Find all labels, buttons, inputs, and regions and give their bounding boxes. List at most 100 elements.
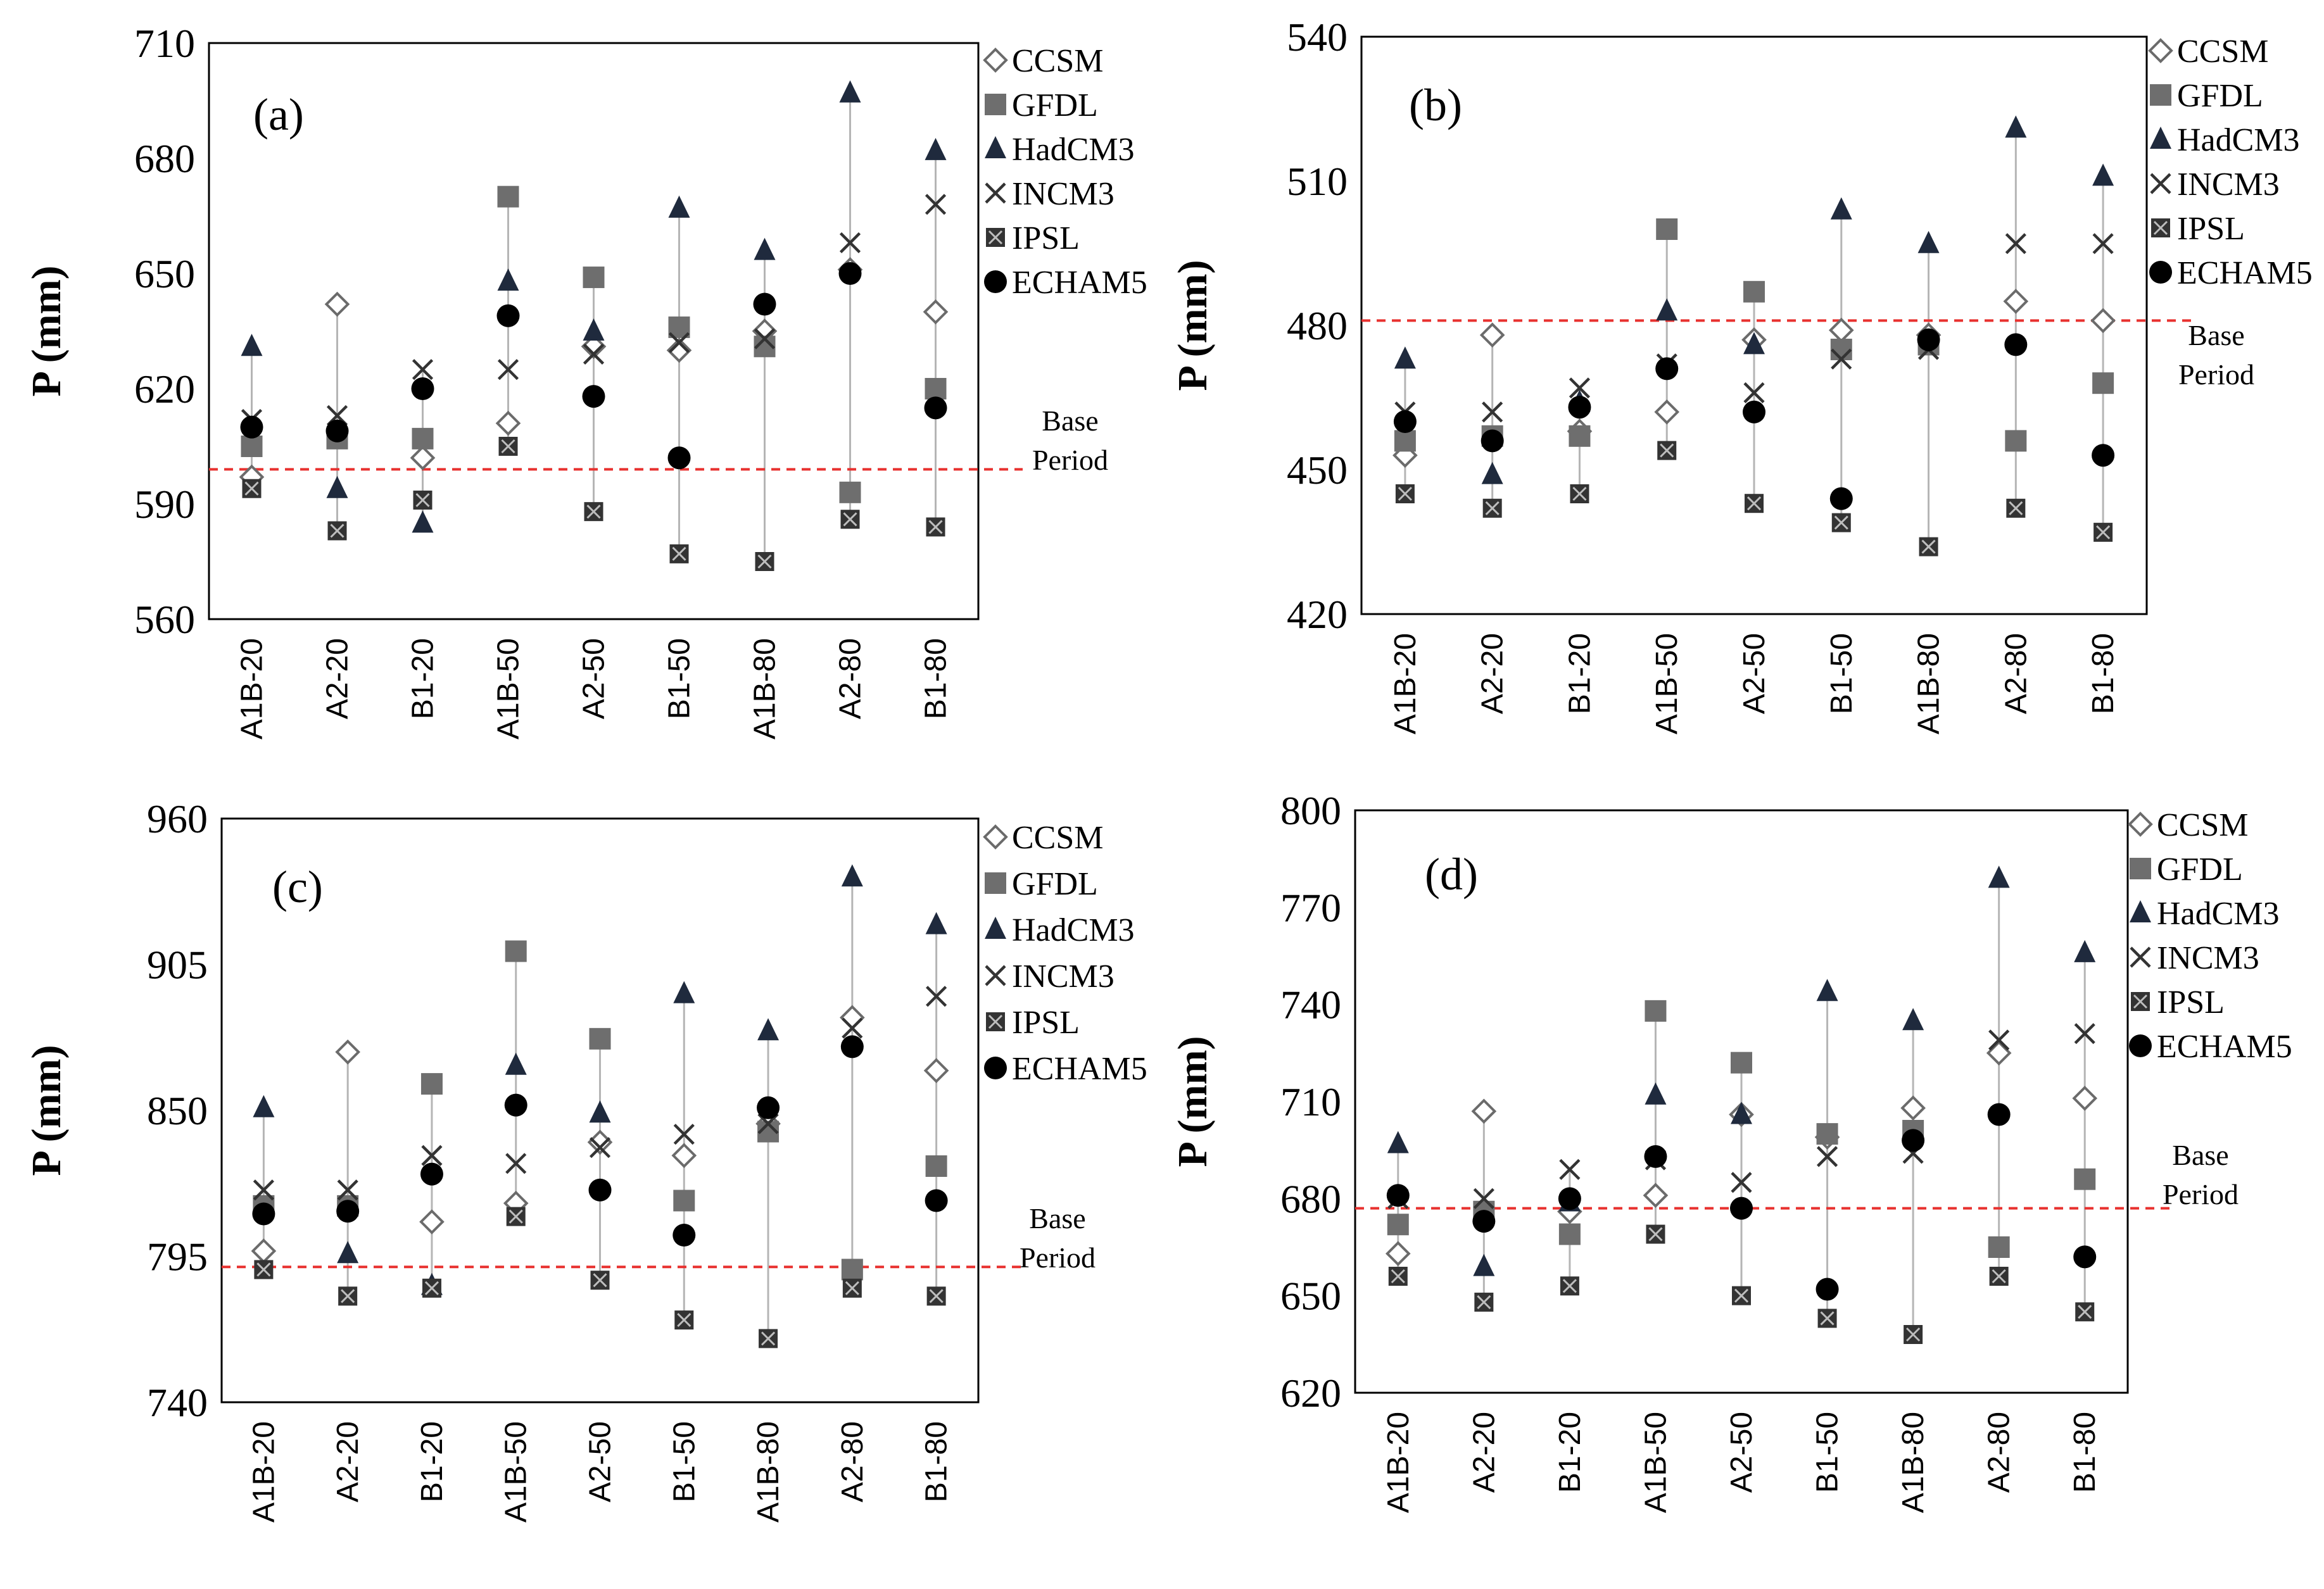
legend-label: HadCM3 [1012,912,1135,948]
x-tick-label: A1B-20 [1389,633,1422,734]
series-echam5 [1393,328,2115,510]
point-hadcm3 [841,864,863,887]
ipsl-cross [2078,1305,2092,1319]
ipsl-cross [672,546,686,561]
legend-label: GFDL [2157,851,2243,888]
x-tick-label: A2-50 [1738,633,1771,714]
legend-label: HadCM3 [1012,132,1135,168]
point-hadcm3 [839,80,861,103]
ipsl-cross [256,1262,271,1277]
point-echam5 [2092,444,2115,467]
point-hadcm3 [754,237,776,260]
point-ipsl [338,1286,358,1306]
legend-label: IPSL [1012,1005,1080,1041]
point-hadcm3 [583,318,605,341]
point-ccsm [1643,1183,1669,1209]
series-gfdl [1387,1000,2096,1258]
point-ipsl [926,1286,946,1306]
point-hadcm3 [1830,197,1852,220]
point-hadcm3 [337,1241,359,1264]
legend-label: GFDL [2177,78,2263,114]
x-tick-label: A1B-20 [1382,1412,1415,1513]
point-ipsl [590,1271,610,1290]
point-gfdl [1558,1223,1581,1245]
x-tick-label: A2-20 [321,638,355,719]
ipsl-cross [1648,1227,1663,1241]
plot-area [208,42,980,620]
point-ipsl [1388,1267,1408,1286]
point-incm3 [1482,401,1503,423]
x-tick-label: B1-20 [1553,1412,1587,1493]
y-tick-label: 680 [134,136,195,181]
point-echam5 [838,262,862,285]
x-tick-label: B1-20 [415,1421,449,1502]
point-gfdl [1645,1000,1667,1022]
point-ccsm [410,445,436,471]
legend-label: CCSM [1012,820,1104,856]
ipsl-cross [988,230,1003,245]
y-tick-label: 850 [147,1088,208,1133]
point-ipsl [1646,1224,1665,1244]
legend-label: ECHAM5 [1012,265,1147,301]
point-ipsl [584,502,603,522]
x-tick-label: A2-20 [331,1421,365,1502]
point-ccsm [581,334,607,360]
legend-marker-gfdl [2130,858,2151,879]
ipsl-cross [929,1289,944,1303]
series-ipsl [254,1207,946,1348]
y-tick-label: 450 [1287,448,1348,493]
y-tick-label: 740 [147,1380,208,1425]
point-ccsm [1900,1095,1926,1121]
ipsl-cross [586,505,601,519]
point-gfdl [2005,430,2027,452]
point-hadcm3 [497,268,519,291]
point-incm3 [497,359,519,380]
point-ipsl [506,1207,526,1226]
point-gfdl [1656,218,1678,240]
point-echam5 [1917,328,1940,351]
point-hadcm3 [673,981,695,1003]
point-hadcm3 [505,1052,527,1075]
ipsl-cross [1572,486,1587,501]
point-echam5 [582,385,605,408]
x-tick-label: A2-80 [1983,1412,2016,1493]
point-incm3 [2092,233,2114,254]
base-period-label: Base [2188,319,2244,351]
point-hadcm3 [1481,462,1503,484]
point-echam5 [1829,487,1853,510]
x-tick-label: A2-50 [578,638,611,719]
plot-area [1354,809,2129,1394]
point-incm3 [668,332,690,353]
point-echam5 [1816,1278,1839,1301]
y-tick-label: 710 [134,21,195,66]
y-tick-label: 650 [1280,1274,1341,1319]
point-gfdl [412,427,434,449]
point-echam5 [1481,429,1504,453]
point-echam5 [2004,333,2028,356]
point-hadcm3 [1473,1253,1495,1276]
point-ipsl [1989,1267,2009,1286]
point-gfdl [925,378,947,399]
point-echam5 [1987,1103,2011,1126]
point-ccsm [1385,1241,1411,1267]
point-gfdl [925,1155,947,1178]
legend-marker-hadcm3 [2130,900,2151,922]
ipsl-cross [845,1281,859,1295]
point-ccsm [2072,1086,2098,1111]
y-tick-label: 680 [1280,1176,1341,1221]
point-ipsl [1904,1325,1923,1344]
point-echam5 [411,377,434,400]
y-tick-label: 650 [134,251,195,296]
point-ccsm [2090,308,2116,334]
point-incm3 [1559,1159,1581,1180]
legend-marker-ipsl [986,228,1005,247]
ipsl-cross [1906,1327,1921,1342]
x-tick-label: A2-80 [834,638,868,719]
point-echam5 [1386,1184,1410,1207]
point-ipsl [2006,498,2026,518]
point-ipsl [926,517,945,537]
ipsl-cross [2153,220,2168,236]
x-tick-label: A1B-50 [492,638,526,739]
point-incm3 [757,1113,779,1134]
legend-label: GFDL [1012,87,1098,123]
